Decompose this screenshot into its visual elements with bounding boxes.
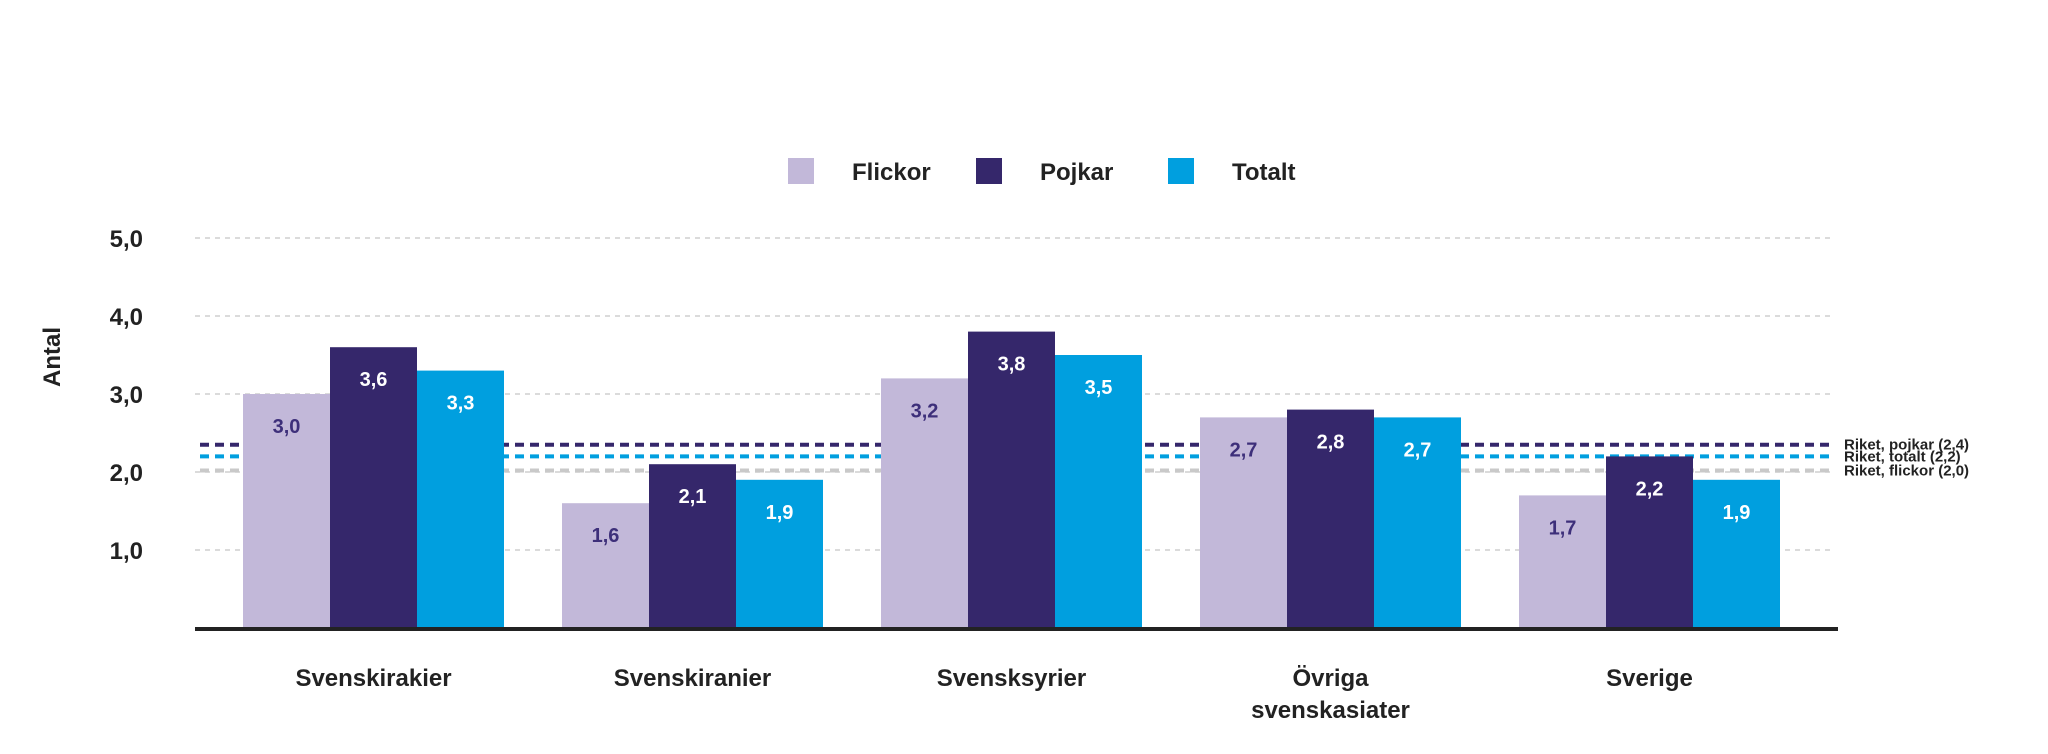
x-category-label: Svenskiranier [614,665,771,692]
legend-label: Pojkar [1040,159,1113,186]
reference-line-label: Riket, totalt (2,2) [1844,448,1961,465]
y-tick-label: 2,0 [110,460,143,487]
bar-flickor [562,503,649,628]
bar-value-label: 2,7 [1230,439,1258,461]
bar-totalt [417,370,504,628]
x-category-label: Svensksyrier [937,665,1086,692]
y-tick-label: 3,0 [110,382,143,409]
y-tick-label: 5,0 [110,226,143,253]
bar-totalt [736,479,823,628]
bar-value-label: 1,9 [1723,502,1751,524]
bar-value-label: 1,6 [592,525,620,547]
bar-value-label: 3,8 [998,354,1026,376]
bar-value-label: 2,7 [1404,439,1432,461]
bar-value-label: 3,6 [360,369,388,391]
x-category-label: svenskasiater [1251,697,1410,724]
bar-value-label: 2,1 [679,486,707,508]
bar-value-label: 3,2 [911,400,939,422]
bar-flickor [243,394,330,628]
bar-totalt [1055,355,1142,628]
bar-value-label: 1,9 [766,502,794,524]
bar-flickor [1200,417,1287,628]
reference-line-label: Riket, pojkar (2,4) [1844,437,1969,454]
bar-value-label: 2,2 [1636,478,1664,500]
y-axis-label: Antal [39,327,66,387]
x-category-label: Sverige [1606,665,1693,692]
bar-pojkar [1606,456,1693,628]
bar-totalt [1374,417,1461,628]
data-labels: 3,0 1,6 3,2 2,7 1,7 3,6 2,1 3,8 2,8 2,2 3,3 1,9 3,5 2… [273,354,1751,548]
legend-swatch-flickor [788,158,814,184]
bar-flickor [1519,495,1606,628]
legend-swatch-pojkar [976,158,1002,184]
reference-line-label: Riket, flickor (2,0) [1844,462,1969,479]
bar-value-label: 1,7 [1549,517,1577,539]
bar-flickor [881,378,968,628]
bar-value-label: 3,5 [1085,377,1113,399]
legend: Flickor Pojkar Totalt [788,158,1296,186]
bar-pojkar [968,331,1055,628]
bar-value-label: 3,0 [273,416,301,438]
bar-pojkar [649,464,736,628]
bar-pojkar [1287,409,1374,628]
bar-totalt [1693,479,1780,628]
y-tick-label: 4,0 [110,304,143,331]
x-category-label: Övriga [1292,665,1369,692]
x-category-label: Svenskirakier [295,665,451,692]
legend-swatch-totalt [1168,158,1194,184]
legend-label: Totalt [1232,159,1296,186]
bar-value-label: 2,8 [1317,432,1345,454]
bar-pojkar [330,347,417,628]
bars [243,331,1780,628]
y-tick-label: 1,0 [110,538,143,565]
axes: 1,0 2,0 3,0 4,0 5,0 Antal Svenskirakier Svenski… [39,226,1838,724]
legend-label: Flickor [852,159,931,186]
bar-value-label: 3,3 [447,393,475,415]
